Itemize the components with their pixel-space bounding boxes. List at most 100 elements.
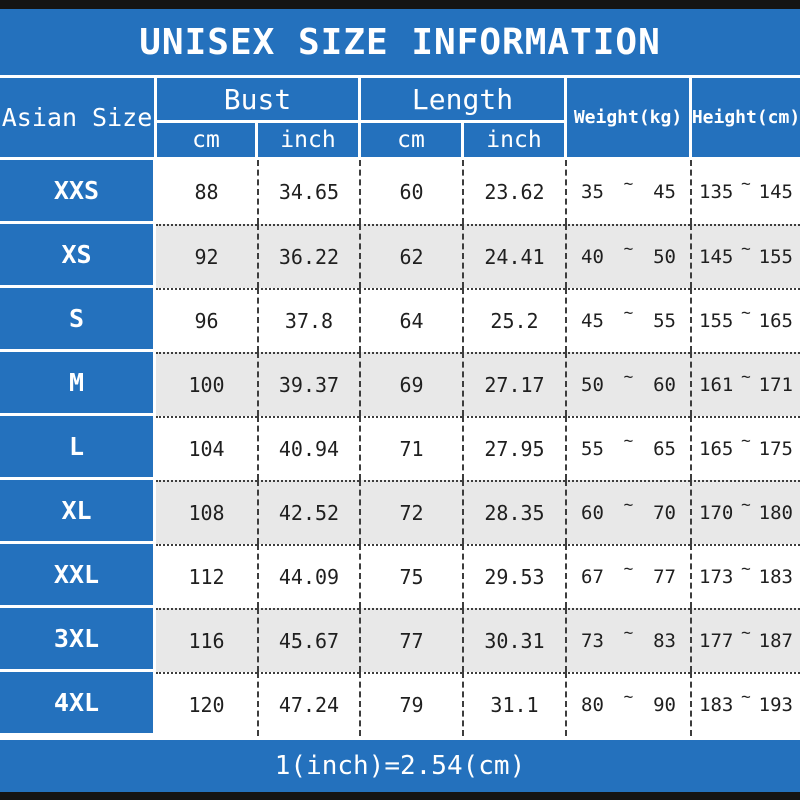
tilde-glyph: ~ — [623, 622, 634, 642]
height-min: 183 — [699, 694, 734, 716]
size-label: XS — [0, 224, 156, 288]
weight-min: 73 — [581, 630, 604, 652]
weight-max: 55 — [653, 310, 676, 332]
height-range: 165 ~ 175 — [690, 416, 800, 480]
header-weight: Weight(kg) — [567, 78, 689, 157]
height-range: 173 ~ 183 — [690, 544, 800, 608]
height-min: 161 — [699, 374, 734, 396]
header-length-cm: cm — [361, 123, 461, 157]
bust-inch-value: 36.22 — [257, 224, 359, 288]
height-max: 175 — [758, 438, 793, 460]
weight-range: 40 ~ 50 — [565, 224, 690, 288]
height-max: 145 — [758, 181, 793, 203]
header-asian-size: Asian Size — [0, 78, 154, 157]
length-inch-value: 28.35 — [462, 480, 565, 544]
length-cm-value: 75 — [359, 544, 462, 608]
tilde-glyph: ~ — [623, 302, 634, 322]
weight-range: 67 ~ 77 — [565, 544, 690, 608]
bust-inch-value: 37.8 — [257, 288, 359, 352]
length-cm-value: 69 — [359, 352, 462, 416]
height-max: 193 — [758, 694, 793, 716]
table-row-l: L 104 40.94 71 27.95 55 ~ 65 165 ~ 175 — [0, 416, 800, 480]
size-label: XXS — [0, 160, 156, 224]
bust-cm-value: 116 — [156, 608, 257, 672]
top-black-bar — [0, 0, 800, 9]
header-height: Height(cm) — [692, 78, 800, 157]
bust-cm-value: 100 — [156, 352, 257, 416]
weight-min: 40 — [581, 246, 604, 268]
divider — [0, 736, 800, 740]
weight-min: 35 — [581, 181, 604, 203]
length-cm-value: 77 — [359, 608, 462, 672]
bust-inch-value: 47.24 — [257, 672, 359, 736]
tilde-glyph: ~ — [741, 366, 751, 386]
height-max: 183 — [758, 566, 793, 588]
length-inch-value: 24.41 — [462, 224, 565, 288]
size-label: S — [0, 288, 156, 352]
bust-inch-value: 42.52 — [257, 480, 359, 544]
bust-cm-value: 88 — [156, 160, 257, 224]
size-label: L — [0, 416, 156, 480]
weight-range: 80 ~ 90 — [565, 672, 690, 736]
size-label: 4XL — [0, 672, 156, 736]
weight-range: 55 ~ 65 — [565, 416, 690, 480]
weight-max: 60 — [653, 374, 676, 396]
table-row-s: S 96 37.8 64 25.2 45 ~ 55 155 ~ 165 — [0, 288, 800, 352]
bust-inch-value: 34.65 — [257, 160, 359, 224]
length-cm-value: 72 — [359, 480, 462, 544]
header-length-group: Length — [361, 78, 564, 120]
bust-cm-value: 96 — [156, 288, 257, 352]
weight-min: 67 — [581, 566, 604, 588]
bust-cm-value: 92 — [156, 224, 257, 288]
tilde-glyph: ~ — [623, 494, 634, 514]
height-min: 173 — [699, 566, 734, 588]
tilde-glyph: ~ — [741, 238, 751, 258]
height-min: 155 — [699, 310, 734, 332]
size-label: M — [0, 352, 156, 416]
header-bust-group: Bust — [157, 78, 358, 120]
tilde-glyph: ~ — [623, 686, 634, 706]
bust-cm-value: 112 — [156, 544, 257, 608]
height-max: 187 — [758, 630, 793, 652]
weight-min: 55 — [581, 438, 604, 460]
header-length-inch: inch — [464, 123, 564, 157]
weight-max: 90 — [653, 694, 676, 716]
height-range: 161 ~ 171 — [690, 352, 800, 416]
tilde-glyph: ~ — [741, 622, 751, 642]
length-cm-value: 62 — [359, 224, 462, 288]
tilde-glyph: ~ — [741, 494, 751, 514]
height-min: 165 — [699, 438, 734, 460]
footer-band: 1(inch)=2.54(cm) — [0, 740, 800, 792]
weight-min: 80 — [581, 694, 604, 716]
height-range: 155 ~ 165 — [690, 288, 800, 352]
weight-max: 83 — [653, 630, 676, 652]
weight-max: 45 — [653, 181, 676, 203]
length-inch-value: 29.53 — [462, 544, 565, 608]
divider — [0, 75, 800, 78]
weight-range: 60 ~ 70 — [565, 480, 690, 544]
height-range: 135 ~ 145 — [690, 160, 800, 224]
height-min: 135 — [699, 181, 734, 203]
weight-range: 35 ~ 45 — [565, 160, 690, 224]
weight-range: 45 ~ 55 — [565, 288, 690, 352]
table-row-4xl: 4XL 120 47.24 79 31.1 80 ~ 90 183 ~ 193 — [0, 672, 800, 736]
title-band: UNISEX SIZE INFORMATION — [0, 9, 800, 75]
table-body: XXS 88 34.65 60 23.62 35 ~ 45 135 ~ 145 … — [0, 160, 800, 736]
table-row-xs: XS 92 36.22 62 24.41 40 ~ 50 145 ~ 155 — [0, 224, 800, 288]
weight-range: 50 ~ 60 — [565, 352, 690, 416]
length-cm-value: 79 — [359, 672, 462, 736]
length-inch-value: 25.2 — [462, 288, 565, 352]
table-row-xxs: XXS 88 34.65 60 23.62 35 ~ 45 135 ~ 145 — [0, 160, 800, 224]
bust-inch-value: 39.37 — [257, 352, 359, 416]
bust-inch-value: 44.09 — [257, 544, 359, 608]
table-row-3xl: 3XL 116 45.67 77 30.31 73 ~ 83 177 ~ 187 — [0, 608, 800, 672]
tilde-glyph: ~ — [741, 686, 751, 706]
tilde-glyph: ~ — [741, 173, 751, 193]
height-max: 165 — [758, 310, 793, 332]
size-label: XXL — [0, 544, 156, 608]
bust-inch-value: 45.67 — [257, 608, 359, 672]
length-inch-value: 23.62 — [462, 160, 565, 224]
bust-inch-value: 40.94 — [257, 416, 359, 480]
height-max: 171 — [758, 374, 793, 396]
